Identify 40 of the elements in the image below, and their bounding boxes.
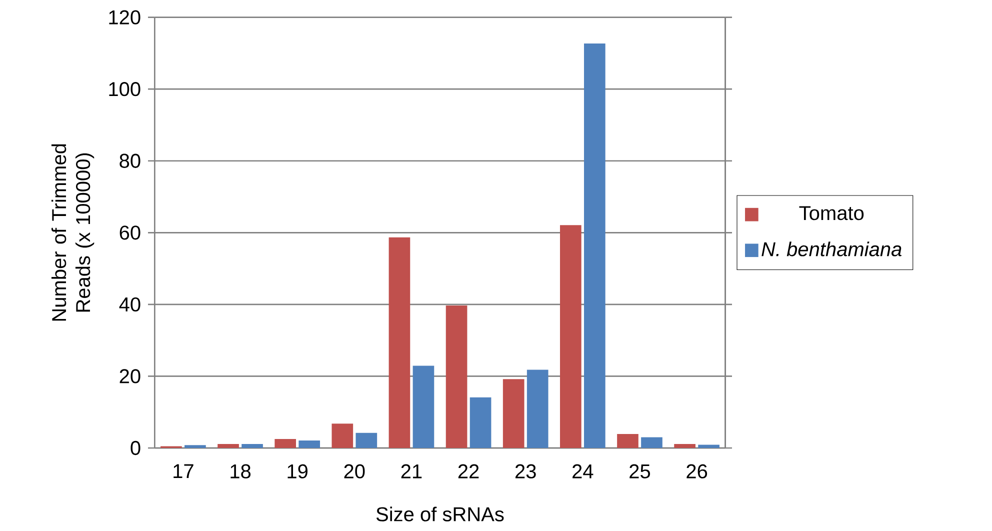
bar [332,424,354,448]
y-tick-label: 40 [119,298,140,312]
x-tick-label: 23 [515,464,536,479]
x-tick-label: 22 [458,464,479,478]
x-tick-label: 18 [230,464,251,479]
x-tick-label: 24 [572,464,594,478]
bar [526,370,548,448]
x-axis-title: Size of sRNAs [376,506,504,522]
bar [674,444,696,448]
legend-label: N. benthamiana [762,242,902,256]
y-tick-label: 60 [120,226,140,240]
x-tick-label: 21 [401,464,422,478]
x-tick-label: 19 [288,464,308,479]
bar [560,225,582,448]
bar [584,44,606,448]
x-tick-label: 26 [686,464,708,479]
bar [446,306,468,448]
bar [356,433,378,448]
x-tick-label: 20 [344,464,365,479]
bar [470,398,492,448]
bar [184,445,206,448]
bar [274,439,296,448]
x-tick-label: 25 [630,464,650,479]
bar [388,237,410,448]
bar [218,444,239,448]
bar [242,444,263,448]
bar [641,437,662,448]
y-axis-title: Number of Trimmed Reads (x 100000) [51,144,94,321]
bar [698,444,720,448]
bar [617,434,638,448]
bar [502,379,524,448]
bar [412,366,434,448]
y-tick-label: 20 [120,369,140,384]
legend-label: Tomato [799,206,864,220]
y-tick-label: 80 [120,154,140,168]
bar [298,440,320,448]
y-tick-label: 100 [109,82,140,96]
y-tick-label: 0 [130,441,140,456]
x-tick-label: 17 [174,464,194,478]
y-tick-label: 120 [109,10,140,25]
